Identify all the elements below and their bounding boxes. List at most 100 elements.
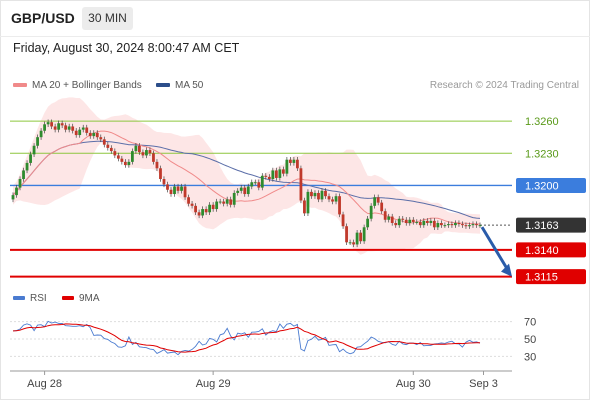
- level-label-box: [516, 217, 586, 233]
- candle-body: [264, 175, 268, 177]
- candle-body: [130, 151, 134, 162]
- time-tick-label: Aug 28: [27, 378, 62, 390]
- candle-body: [457, 223, 461, 225]
- candle-body: [436, 223, 440, 228]
- candle-body: [415, 221, 419, 223]
- candle-body: [148, 150, 152, 154]
- rsi-line: [12, 320, 481, 356]
- candle-body: [145, 150, 148, 156]
- candle-body: [401, 218, 405, 220]
- candle-body: [211, 204, 215, 210]
- candle-body: [260, 175, 264, 188]
- candle-body: [471, 224, 475, 226]
- candle-body: [183, 186, 187, 198]
- candle-body: [232, 192, 236, 205]
- candle-body: [134, 145, 138, 152]
- candle-body: [173, 186, 176, 195]
- candle-body: [387, 216, 391, 220]
- candle-body: [92, 132, 96, 137]
- candle-body: [369, 205, 373, 219]
- symbol-title: GBP/USD: [11, 10, 75, 26]
- candle-body: [32, 145, 36, 155]
- candle-body: [81, 127, 85, 130]
- rsi-tick-label: 70: [524, 317, 536, 329]
- candle-body: [208, 204, 212, 213]
- candle-body: [236, 190, 240, 193]
- candle-body: [243, 187, 247, 195]
- candle-body: [274, 170, 278, 178]
- candle-body: [390, 216, 394, 223]
- candles: [11, 119, 482, 248]
- candle-body: [408, 219, 412, 223]
- ma9-label: 9MA: [79, 293, 100, 304]
- ma50-swatch: [156, 83, 170, 88]
- candle-body: [99, 137, 103, 140]
- candle-body: [443, 225, 447, 227]
- candle-body: [331, 199, 334, 202]
- candle-body: [25, 162, 29, 171]
- candle-body: [320, 190, 324, 200]
- legend-rsi: RSI: [13, 293, 47, 304]
- level-label: 1.3230: [525, 148, 559, 160]
- candle-body: [141, 152, 145, 156]
- candle-body: [39, 130, 43, 138]
- candle-body: [71, 126, 75, 131]
- candle-body: [197, 212, 201, 216]
- rsi-tick-label: 30: [524, 351, 536, 363]
- candle-body: [257, 182, 261, 188]
- candle-body: [271, 170, 275, 180]
- candle-body: [296, 159, 299, 169]
- candle-body: [109, 147, 113, 152]
- candle-body: [29, 154, 32, 163]
- candle-body: [285, 159, 289, 174]
- candle-body: [376, 197, 380, 203]
- candle-body: [450, 224, 454, 226]
- candle-body: [36, 137, 39, 146]
- candle-body: [106, 144, 110, 148]
- candle-body: [138, 145, 141, 153]
- candle-body: [303, 200, 306, 214]
- candle-body: [338, 196, 341, 215]
- level-label-box: [516, 242, 586, 258]
- legend-9ma: 9MA: [62, 293, 100, 304]
- candle-body: [222, 201, 226, 204]
- candle-body: [299, 168, 303, 201]
- candle-body: [348, 242, 352, 244]
- candle-body: [116, 155, 120, 159]
- candle-body: [155, 161, 159, 169]
- timeframe-button[interactable]: 30 MIN: [82, 7, 133, 30]
- candle-body: [253, 182, 257, 184]
- candle-body: [187, 197, 190, 204]
- candle-body: [478, 225, 482, 227]
- candle-body: [373, 197, 377, 206]
- candle-body: [278, 169, 282, 178]
- candle-body: [429, 220, 433, 223]
- time-tick-label: Aug 30: [396, 378, 431, 390]
- candle-body: [180, 186, 183, 191]
- candle-body: [317, 192, 320, 200]
- candle-body: [201, 209, 205, 216]
- candle-body: [288, 159, 292, 163]
- candle-body: [292, 159, 296, 163]
- candle-body: [397, 218, 401, 226]
- header-divider: [0, 36, 590, 37]
- candle-body: [345, 226, 348, 243]
- candle-body: [190, 203, 194, 206]
- candle-body: [215, 201, 219, 210]
- time-tick-label: Aug 29: [196, 378, 231, 390]
- ma50-line: [12, 140, 481, 219]
- candle-body: [418, 221, 422, 226]
- candle-body: [176, 186, 180, 191]
- candle-body: [359, 232, 363, 242]
- candle-body: [394, 223, 398, 226]
- level-label: 1.3163: [525, 220, 559, 232]
- candle-body: [18, 179, 22, 188]
- candle-body: [46, 122, 50, 125]
- candle-body: [411, 219, 415, 222]
- candle-body: [439, 223, 443, 226]
- candle-body: [341, 214, 345, 227]
- candle-body: [313, 192, 317, 197]
- rsi-ma9-line: [12, 323, 481, 353]
- candle-body: [162, 179, 166, 185]
